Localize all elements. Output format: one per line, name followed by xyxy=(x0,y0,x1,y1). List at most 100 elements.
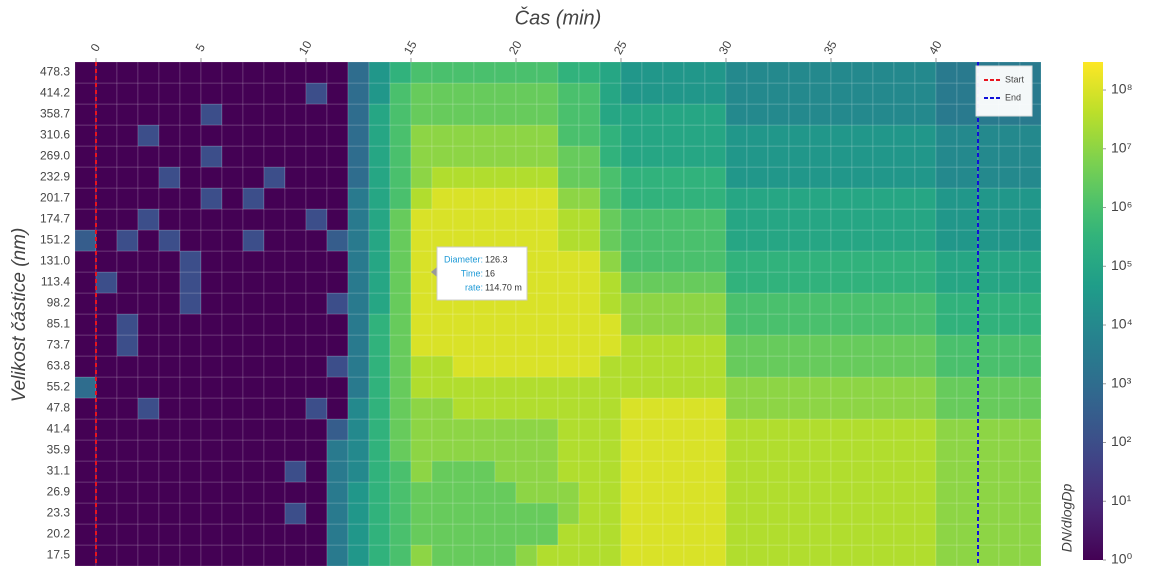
heatmap-cell xyxy=(284,418,307,441)
heatmap-cell xyxy=(557,82,580,105)
heatmap-cell xyxy=(872,61,895,84)
heatmap-cell xyxy=(494,460,517,483)
heatmap-cell xyxy=(599,376,622,399)
heatmap-cell xyxy=(452,208,475,231)
heatmap-cell xyxy=(935,481,958,504)
heatmap-cell xyxy=(158,187,181,210)
heatmap-cell xyxy=(830,544,853,567)
heatmap-cell xyxy=(95,523,118,546)
heatmap-cell xyxy=(221,145,244,168)
heatmap-cell xyxy=(410,61,433,84)
heatmap-cell xyxy=(515,418,538,441)
heatmap-cell xyxy=(410,376,433,399)
heatmap-cell xyxy=(641,250,664,273)
heatmap-cell xyxy=(746,355,769,378)
heatmap-cell xyxy=(851,397,874,420)
heatmap-cell xyxy=(914,145,937,168)
heatmap-cell xyxy=(998,355,1021,378)
heatmap-cell xyxy=(767,61,790,84)
colorbar-tick-label: 10¹ xyxy=(1111,492,1132,508)
heatmap-cell xyxy=(347,334,370,357)
heatmap-cell xyxy=(830,376,853,399)
heatmap-cell xyxy=(851,124,874,147)
heatmap-cell xyxy=(1019,313,1042,336)
heatmap-cell xyxy=(956,313,979,336)
heatmap-cell xyxy=(389,187,412,210)
heatmap-cell xyxy=(683,61,706,84)
heatmap-cell xyxy=(725,187,748,210)
heatmap-cell xyxy=(263,166,286,189)
heatmap-cell xyxy=(116,166,139,189)
heatmap-cell xyxy=(683,292,706,315)
heatmap-cell xyxy=(809,124,832,147)
heatmap-cell xyxy=(473,313,496,336)
heatmap-cell xyxy=(200,313,223,336)
heatmap-cell xyxy=(200,397,223,420)
heatmap-cell xyxy=(389,145,412,168)
heatmap-cell xyxy=(242,502,265,525)
heatmap-cell xyxy=(452,397,475,420)
y-tick-label: 151.2 xyxy=(40,233,70,247)
heatmap-cell xyxy=(599,544,622,567)
heatmap-cell xyxy=(704,250,727,273)
heatmap-cell xyxy=(683,208,706,231)
heatmap-cell xyxy=(662,313,685,336)
colorbar-tick-label: 10³ xyxy=(1111,374,1132,390)
heatmap-cell xyxy=(284,292,307,315)
heatmap-cell xyxy=(95,208,118,231)
heatmap-cell xyxy=(452,166,475,189)
heatmap-cell xyxy=(389,313,412,336)
heatmap-cell xyxy=(536,502,559,525)
heatmap-cell xyxy=(431,124,454,147)
heatmap-cell xyxy=(410,397,433,420)
heatmap-cell xyxy=(1019,166,1042,189)
heatmap-cell xyxy=(221,250,244,273)
heatmap-cell xyxy=(578,271,601,294)
heatmap-cell xyxy=(326,502,349,525)
heatmap-cell xyxy=(872,418,895,441)
heatmap-cell xyxy=(95,145,118,168)
heatmap-cell xyxy=(284,208,307,231)
heatmap-cell xyxy=(326,481,349,504)
heatmap-cell xyxy=(704,376,727,399)
heatmap-cell xyxy=(536,292,559,315)
heatmap-cell xyxy=(557,292,580,315)
heatmap-cell xyxy=(95,82,118,105)
heatmap-cell xyxy=(116,292,139,315)
heatmap-cell xyxy=(473,460,496,483)
heatmap-cell xyxy=(830,523,853,546)
heatmap-cell xyxy=(410,250,433,273)
heatmap-cell xyxy=(116,124,139,147)
heatmap-cell xyxy=(914,418,937,441)
tooltip-label: Diameter: xyxy=(444,254,483,264)
heatmap-cell xyxy=(347,103,370,126)
heatmap-cell xyxy=(368,460,391,483)
heatmap-cell xyxy=(956,481,979,504)
heatmap-cell xyxy=(368,292,391,315)
heatmap-cell xyxy=(872,271,895,294)
heatmap-cell xyxy=(578,145,601,168)
heatmap-cell xyxy=(389,103,412,126)
heatmap-cell xyxy=(872,292,895,315)
heatmap-cell xyxy=(389,229,412,252)
heatmap-cell xyxy=(326,82,349,105)
heatmap-cell xyxy=(515,124,538,147)
heatmap-cell xyxy=(788,481,811,504)
heatmap-cell xyxy=(326,418,349,441)
heatmap-cell xyxy=(74,544,97,567)
heatmap-cell xyxy=(683,460,706,483)
heatmap-cell xyxy=(893,145,916,168)
heatmap-cell xyxy=(95,376,118,399)
heatmap-cell xyxy=(998,271,1021,294)
heatmap-cell xyxy=(935,145,958,168)
heatmap-cell xyxy=(74,229,97,252)
heatmap-cell xyxy=(914,229,937,252)
heatmap-cell xyxy=(1019,481,1042,504)
heatmap-cell xyxy=(704,334,727,357)
heatmap-cell xyxy=(704,229,727,252)
heatmap-cell xyxy=(683,481,706,504)
heatmap-cell xyxy=(935,376,958,399)
heatmap-cell xyxy=(935,460,958,483)
x-tick-label: 10 xyxy=(296,38,315,57)
heatmap-cell xyxy=(662,502,685,525)
